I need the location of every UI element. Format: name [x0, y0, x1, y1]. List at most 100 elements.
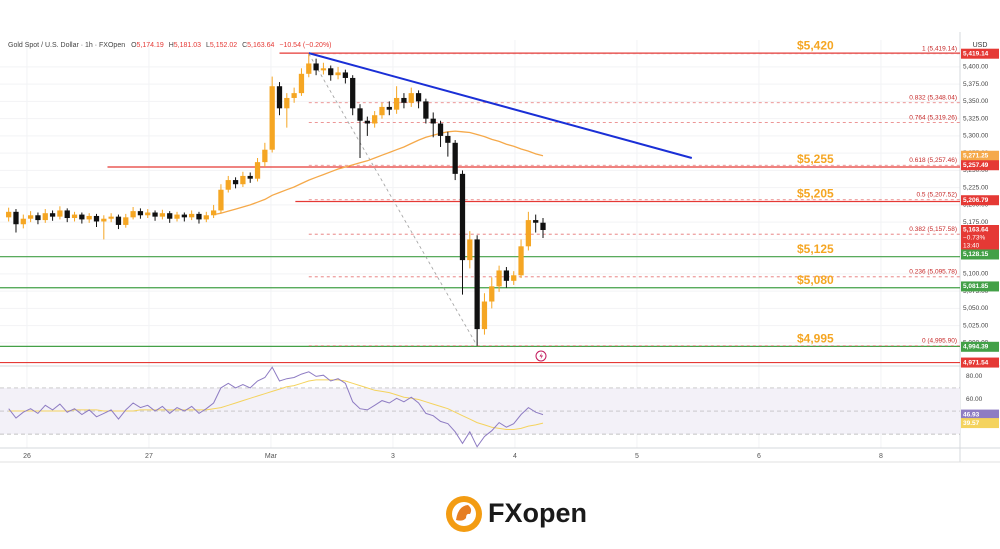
candle-body [445, 135, 451, 143]
ohlc-key: O [131, 42, 137, 49]
candle-body [42, 213, 48, 221]
candle-body [86, 215, 92, 220]
candle-body [430, 118, 436, 124]
candle-body [210, 210, 217, 216]
candle-body [189, 213, 195, 218]
price-tag-label: 5,081.85 [963, 283, 989, 290]
candle-body [437, 123, 444, 136]
price-tag [961, 48, 999, 59]
y-tick-label: 5,175.00 [963, 219, 989, 226]
candle-body [474, 239, 480, 330]
candle-body [218, 189, 224, 211]
logo-mark [456, 505, 472, 521]
level-label: $5,080 [797, 273, 834, 287]
price-tag [961, 418, 999, 429]
candle-body [35, 215, 41, 221]
candle-body [408, 93, 414, 103]
candle-body [503, 270, 510, 281]
level-label: $5,125 [797, 242, 834, 256]
ohlc-value: 5,163.64 [247, 42, 274, 49]
candle-body [525, 220, 532, 247]
price-tag-label: 5,271.25 [963, 152, 989, 159]
price-tag-sub: −0.73% [963, 235, 985, 242]
candle-body [115, 216, 122, 225]
price-tag-label: 4,971.54 [963, 359, 989, 366]
candle-body [276, 86, 283, 109]
y-tick-label: 5,025.00 [963, 322, 989, 329]
x-tick-label: 3 [391, 453, 395, 460]
candle-body [123, 217, 129, 225]
candle-body [79, 214, 85, 220]
candle-body [415, 93, 422, 102]
candle-body [93, 215, 100, 222]
fib-label: 0.236 (5,095.78) [909, 269, 957, 276]
candle-body [49, 213, 56, 217]
y-tick-label: 5,225.00 [963, 184, 989, 191]
candle-body [496, 270, 502, 287]
ohlc-key: H [169, 42, 174, 49]
candle-body [306, 63, 312, 74]
candle-body [393, 97, 400, 110]
candle-body [481, 301, 488, 330]
x-tick-label: Mar [265, 453, 278, 460]
candle-body [533, 220, 539, 223]
brand: FXopen [488, 498, 587, 528]
x-tick-label: 8 [879, 453, 883, 460]
rsi-tick-label: 80.00 [966, 373, 983, 380]
ohlc-value: 5,174.19 [137, 42, 164, 49]
candle-body [298, 73, 305, 94]
candle-body [159, 213, 166, 217]
x-tick-label: 27 [145, 453, 153, 460]
price-tag [961, 225, 999, 252]
candle-body [137, 211, 144, 216]
plot-layer: 2627Mar345685,000.005,025.005,050.005,07… [0, 32, 1000, 463]
candle-body [313, 63, 319, 71]
price-tag [961, 150, 999, 161]
level-label: $5,205 [797, 187, 834, 201]
level-label: $4,995 [797, 332, 834, 346]
price-tag-label: 5,257.49 [963, 162, 989, 169]
symbol: Gold Spot / U.S. Dollar · 1h · FXOpen [8, 42, 125, 49]
price-tag-label: 46.93 [963, 411, 980, 418]
fib-label: 1 (5,419.14) [922, 45, 957, 52]
candle-body [342, 72, 349, 78]
price-tag-label: 5,206.79 [963, 197, 989, 204]
ohlc-key: C [242, 42, 247, 49]
fib-label: 0 (4,995.90) [922, 337, 957, 344]
y-tick-label: 5,100.00 [963, 271, 989, 278]
candle-body [423, 101, 429, 119]
fib-label: 0.832 (5,348.04) [909, 94, 957, 101]
candle-body [145, 212, 151, 216]
price-tag-label: 5,128.15 [963, 251, 989, 258]
candle-body [108, 216, 114, 219]
fib-anchor-line [308, 53, 478, 346]
candle-body [225, 180, 231, 190]
price-tag-sub: 13:40 [963, 243, 980, 250]
y-tick-label: 5,325.00 [963, 115, 989, 122]
candle-body [291, 93, 297, 98]
candle-body [284, 97, 290, 109]
x-tick-label: 5 [635, 453, 639, 460]
price-tag [961, 195, 999, 206]
x-tick-label: 6 [757, 453, 761, 460]
alert-icon [535, 350, 547, 362]
fib-label: 0.5 (5,207.52) [917, 191, 957, 198]
candle-body [247, 175, 253, 179]
currency: USD [973, 42, 988, 49]
candle-body [64, 210, 70, 219]
ohlc-value: 5,181.03 [174, 42, 201, 49]
y-tick-label: 5,375.00 [963, 81, 989, 88]
candle-body [401, 97, 407, 103]
rsi-line [8, 366, 544, 448]
x-tick-label: 26 [23, 453, 31, 460]
price-tag [961, 249, 999, 260]
candle-body [386, 106, 392, 110]
change: −10.54 (−0.20%) [279, 42, 331, 49]
candle-body [203, 215, 209, 220]
rsi-tick-label: 60.00 [966, 396, 983, 403]
price-tag [961, 160, 999, 171]
alert-bolt [539, 352, 543, 360]
fib-label: 0.764 (5,319.26) [909, 114, 957, 121]
